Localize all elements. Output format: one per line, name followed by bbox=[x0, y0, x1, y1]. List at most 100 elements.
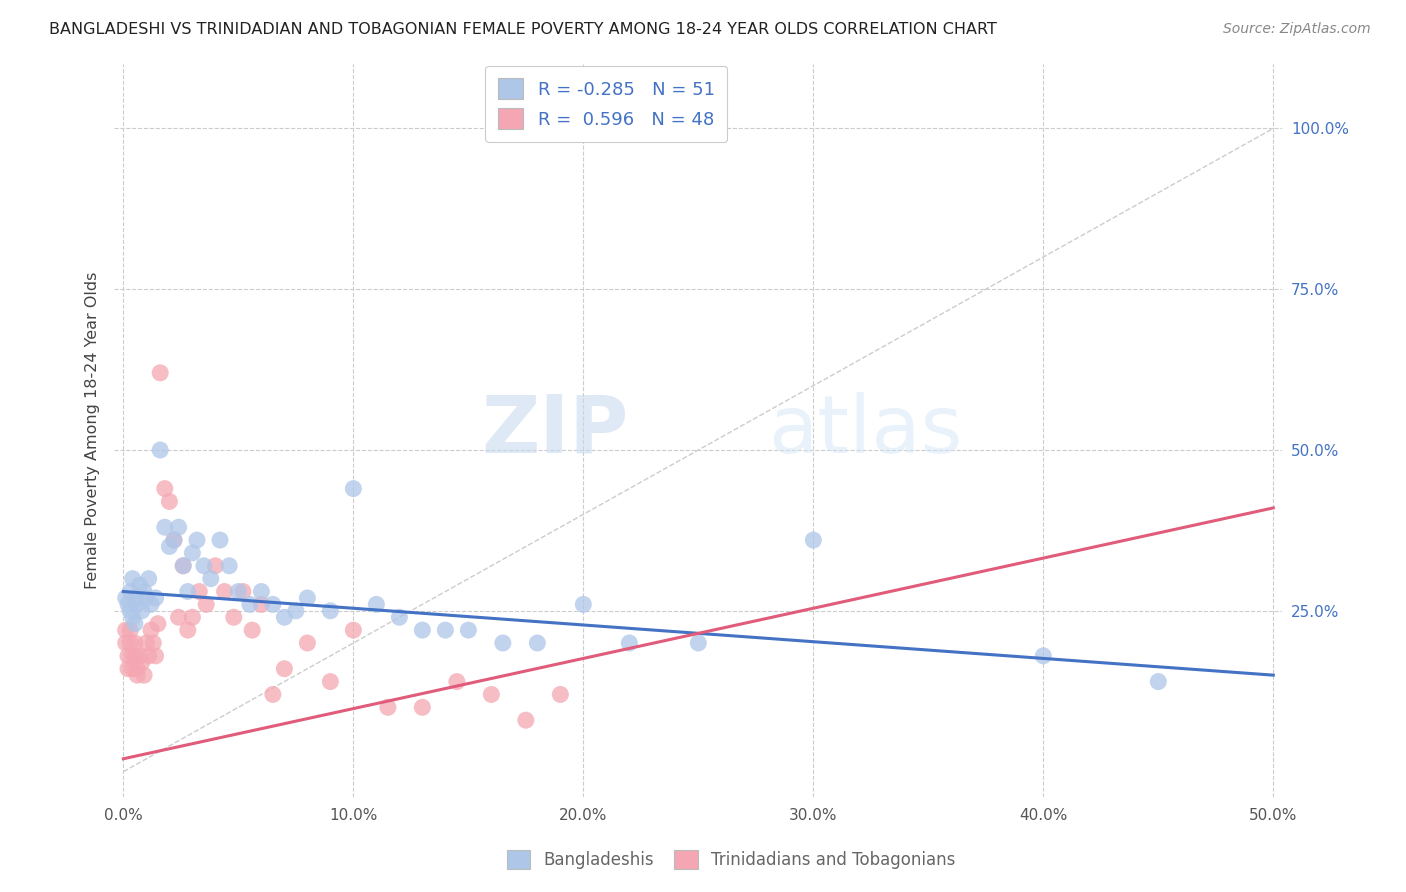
Point bbox=[120, 584, 142, 599]
Point bbox=[146, 616, 169, 631]
Point bbox=[120, 604, 142, 618]
Point bbox=[550, 688, 572, 702]
Point bbox=[138, 572, 160, 586]
Point bbox=[153, 520, 176, 534]
Point bbox=[172, 558, 194, 573]
Point bbox=[688, 636, 710, 650]
Point bbox=[250, 598, 273, 612]
Legend: R = -0.285   N = 51, R =  0.596   N = 48: R = -0.285 N = 51, R = 0.596 N = 48 bbox=[485, 66, 727, 142]
Point bbox=[284, 604, 307, 618]
Point bbox=[117, 598, 139, 612]
Point bbox=[128, 578, 150, 592]
Point bbox=[239, 598, 262, 612]
Point bbox=[186, 533, 208, 547]
Point bbox=[117, 648, 139, 663]
Point bbox=[167, 520, 190, 534]
Point bbox=[262, 598, 284, 612]
Point bbox=[250, 584, 273, 599]
Point bbox=[273, 662, 295, 676]
Point bbox=[138, 648, 160, 663]
Text: Source: ZipAtlas.com: Source: ZipAtlas.com bbox=[1223, 22, 1371, 37]
Text: BANGLADESHI VS TRINIDADIAN AND TOBAGONIAN FEMALE POVERTY AMONG 18-24 YEAR OLDS C: BANGLADESHI VS TRINIDADIAN AND TOBAGONIA… bbox=[49, 22, 997, 37]
Point bbox=[167, 610, 190, 624]
Point bbox=[114, 591, 136, 605]
Point bbox=[163, 533, 186, 547]
Point bbox=[139, 598, 162, 612]
Point bbox=[157, 494, 180, 508]
Legend: Bangladeshis, Trinidadians and Tobagonians: Bangladeshis, Trinidadians and Tobagonia… bbox=[496, 840, 966, 880]
Point bbox=[457, 623, 479, 637]
Point bbox=[492, 636, 515, 650]
Point bbox=[434, 623, 457, 637]
Point bbox=[232, 584, 254, 599]
Point bbox=[121, 572, 143, 586]
Point bbox=[1147, 674, 1170, 689]
Point bbox=[515, 713, 537, 727]
Point bbox=[193, 558, 215, 573]
Point bbox=[127, 598, 149, 612]
Point bbox=[177, 584, 200, 599]
Point bbox=[131, 655, 153, 669]
Point bbox=[177, 623, 200, 637]
Point bbox=[145, 591, 167, 605]
Point bbox=[319, 604, 342, 618]
Y-axis label: Female Poverty Among 18-24 Year Olds: Female Poverty Among 18-24 Year Olds bbox=[86, 272, 100, 590]
Point bbox=[411, 700, 433, 714]
Point bbox=[366, 598, 388, 612]
Point bbox=[377, 700, 399, 714]
Point bbox=[135, 591, 157, 605]
Point bbox=[128, 648, 150, 663]
Point bbox=[208, 533, 231, 547]
Point bbox=[127, 662, 149, 676]
Point bbox=[121, 662, 143, 676]
Point bbox=[149, 442, 172, 457]
Point bbox=[127, 668, 149, 682]
Point bbox=[124, 636, 146, 650]
Point bbox=[619, 636, 641, 650]
Point bbox=[297, 591, 319, 605]
Point bbox=[228, 584, 250, 599]
Text: ZIP: ZIP bbox=[481, 392, 628, 470]
Point bbox=[172, 558, 194, 573]
Point bbox=[446, 674, 468, 689]
Point bbox=[200, 572, 222, 586]
Point bbox=[131, 604, 153, 618]
Point bbox=[135, 636, 157, 650]
Point bbox=[526, 636, 548, 650]
Point bbox=[139, 623, 162, 637]
Point bbox=[388, 610, 411, 624]
Point bbox=[124, 591, 146, 605]
Point bbox=[124, 648, 146, 663]
Point bbox=[145, 648, 167, 663]
Point bbox=[124, 616, 146, 631]
Point bbox=[188, 584, 211, 599]
Point bbox=[121, 648, 143, 663]
Point bbox=[149, 366, 172, 380]
Point bbox=[142, 636, 165, 650]
Text: atlas: atlas bbox=[769, 392, 963, 470]
Point bbox=[132, 668, 155, 682]
Point bbox=[121, 610, 143, 624]
Point bbox=[273, 610, 295, 624]
Point bbox=[163, 533, 186, 547]
Point bbox=[214, 584, 236, 599]
Point bbox=[117, 662, 139, 676]
Point bbox=[114, 623, 136, 637]
Point bbox=[181, 546, 204, 560]
Point bbox=[157, 540, 180, 554]
Point bbox=[319, 674, 342, 689]
Point bbox=[342, 482, 364, 496]
Point bbox=[153, 482, 176, 496]
Point bbox=[222, 610, 245, 624]
Point bbox=[120, 623, 142, 637]
Point bbox=[218, 558, 240, 573]
Point bbox=[120, 636, 142, 650]
Point bbox=[195, 598, 218, 612]
Point bbox=[132, 584, 155, 599]
Point bbox=[572, 598, 595, 612]
Point bbox=[262, 688, 284, 702]
Point bbox=[1032, 648, 1054, 663]
Point bbox=[479, 688, 502, 702]
Point bbox=[114, 636, 136, 650]
Point bbox=[181, 610, 204, 624]
